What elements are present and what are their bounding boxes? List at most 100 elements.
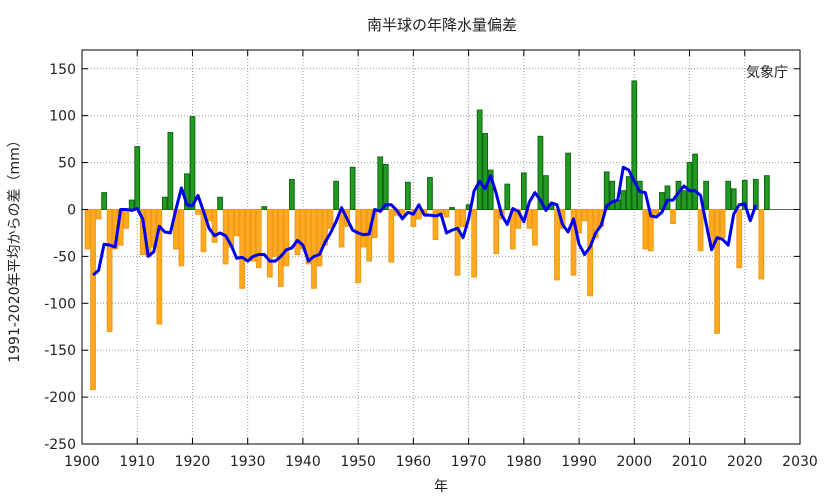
bar-positive: [703, 180, 709, 210]
bar-positive: [377, 156, 384, 210]
bar-positive: [620, 190, 627, 210]
bar-negative: [277, 208, 284, 287]
x-tick-label: 1980: [506, 454, 542, 470]
bar-positive: [476, 109, 483, 210]
running-mean-line: [92, 165, 758, 277]
bar-positive: [636, 180, 643, 210]
bar-positive: [631, 80, 638, 210]
bar-positive: [449, 207, 455, 210]
x-tick-label: 1910: [119, 454, 155, 470]
y-tick-label: -150: [44, 343, 76, 359]
bars: [84, 80, 770, 391]
bar-negative: [432, 208, 439, 240]
bar-negative: [460, 208, 466, 227]
y-tick-label: 150: [49, 62, 76, 78]
bar-positive: [189, 116, 196, 210]
bar-negative: [410, 208, 417, 227]
bar-negative: [156, 208, 163, 325]
bar-negative: [266, 208, 273, 278]
x-tick-label: 1920: [175, 454, 211, 470]
y-tick-label: 100: [49, 109, 76, 125]
x-tick-label: 1950: [340, 454, 376, 470]
bar-negative: [95, 208, 102, 220]
bar-negative: [355, 208, 362, 284]
x-tick-label: 2030: [782, 454, 818, 470]
x-tick-label: 1940: [285, 454, 321, 470]
x-tick-label: 1900: [64, 454, 100, 470]
bar-negative: [653, 208, 660, 215]
bar-negative: [360, 208, 367, 248]
bar-negative: [244, 208, 251, 259]
bar-negative: [570, 208, 577, 276]
bar-negative: [327, 208, 334, 229]
bar-negative: [316, 208, 323, 267]
bar-positive: [609, 180, 616, 210]
bar-positive: [504, 183, 511, 210]
x-tick-label: 2000: [616, 454, 652, 470]
bar-negative: [581, 208, 588, 222]
bar-positive: [664, 185, 671, 210]
bar-positive: [261, 206, 268, 210]
bar-positive: [128, 199, 135, 210]
bar-positive: [725, 180, 732, 210]
x-tick-label: 2020: [727, 454, 763, 470]
bar-negative: [311, 208, 317, 289]
bar-positive: [382, 163, 389, 210]
y-tick-label: -250: [44, 437, 76, 453]
bar-negative: [239, 208, 246, 289]
bar-positive: [686, 162, 693, 210]
bar-positive: [289, 178, 295, 210]
bar-negative: [178, 208, 185, 267]
bar-negative: [84, 208, 91, 250]
bar-negative: [195, 208, 201, 215]
bar-negative: [123, 208, 130, 229]
bar-positive: [692, 153, 698, 210]
bar-negative: [443, 208, 450, 218]
bar-positive: [167, 132, 174, 210]
bar-negative: [576, 208, 582, 234]
x-tick-label: 1970: [451, 454, 487, 470]
source-label: 気象庁: [746, 65, 788, 81]
bar-negative: [454, 208, 461, 276]
bar-negative: [90, 208, 96, 391]
bar-negative: [592, 208, 599, 239]
bar-negative: [305, 208, 312, 265]
bar-positive: [763, 175, 770, 210]
bar-negative: [416, 208, 422, 220]
bar-negative: [758, 208, 765, 280]
x-axis-label: 年: [434, 479, 448, 495]
bar-negative: [642, 208, 649, 250]
line-layer: [92, 165, 758, 277]
chart-title: 南半球の年降水量偏差: [367, 16, 517, 34]
bar-negative: [283, 208, 290, 267]
bar-positive: [482, 132, 489, 210]
bar-negative: [670, 208, 676, 225]
bar-positive: [487, 169, 494, 210]
bar-negative: [532, 208, 538, 246]
x-tick-label: 2010: [672, 454, 708, 470]
y-ticks: -250 -200 -150 -100 -50 0 50 100 150: [44, 62, 800, 453]
x-ticks: 1900 1910 1920 1930 1940 1950 1960 1970 1980 1990…: [64, 50, 818, 470]
bar-positive: [101, 192, 107, 210]
bar-negative: [719, 208, 726, 239]
y-tick-label: -200: [44, 390, 76, 406]
bar-positive: [427, 177, 433, 210]
bar-negative: [233, 208, 240, 237]
bar-negative: [272, 208, 279, 257]
y-tick-label: -100: [44, 296, 76, 312]
bar-negative: [471, 208, 478, 278]
bar-positive: [404, 181, 411, 210]
bar-negative: [736, 208, 743, 269]
bar-negative: [587, 208, 593, 297]
bar-negative: [255, 208, 262, 269]
bar-positive: [730, 188, 737, 210]
bar-negative: [294, 208, 301, 256]
x-tick-label: 1960: [396, 454, 432, 470]
bar-positive: [752, 178, 759, 210]
bar-negative: [554, 208, 560, 281]
y-tick-label: 0: [67, 202, 76, 218]
bar-positive: [217, 196, 223, 210]
bar-negative: [250, 208, 257, 262]
plot-frame: [81, 49, 801, 445]
